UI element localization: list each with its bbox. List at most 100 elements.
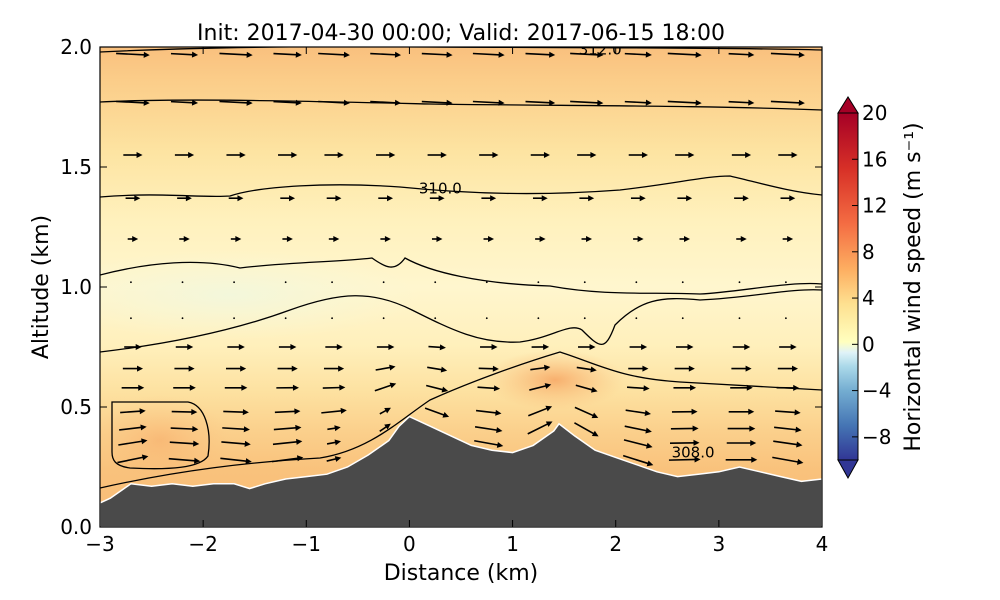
contour-labels: 312.0 310.0 308.0 <box>419 40 715 462</box>
colorbar-label: Horizontal wind speed (m s⁻¹) <box>901 122 926 451</box>
wind-arrow <box>277 365 298 372</box>
wind-arrow <box>225 365 247 372</box>
wind-arrow <box>274 408 301 415</box>
wind-arrow <box>130 281 132 284</box>
wind-arrow <box>124 344 142 350</box>
colorbar: −8 −4 0 4 8 12 16 20 Horizontal wind speed (m s… <box>837 96 926 480</box>
wind-arrow <box>480 344 498 350</box>
wind-arrow <box>681 317 684 320</box>
wind-arrow <box>583 317 586 320</box>
wind-arrow <box>730 384 753 391</box>
wind-arrow <box>421 51 453 58</box>
wind-arrow <box>785 317 787 320</box>
wind-arrow <box>119 424 147 431</box>
wind-arrow <box>170 99 199 106</box>
wind-arrow <box>776 384 800 391</box>
wind-arrow <box>171 409 198 416</box>
wind-arrow <box>181 317 184 320</box>
wind-arrow <box>674 365 695 372</box>
low-wind-region <box>100 250 420 340</box>
wind-arrow <box>379 423 391 432</box>
wind-arrow <box>318 51 350 58</box>
wind-arrow <box>226 152 246 158</box>
wind-arrow <box>117 454 149 464</box>
wind-arrow <box>474 439 504 448</box>
wind-arrow <box>485 281 488 284</box>
wind-arrow <box>168 457 201 464</box>
wind-arrow <box>273 51 302 58</box>
x-tick-label: −2 <box>188 532 217 556</box>
x-tick-label: 3 <box>712 532 725 556</box>
x-tick-label: 1 <box>506 532 519 556</box>
x-tick-label: 0 <box>403 532 416 556</box>
isentrope-line <box>100 175 822 198</box>
wind-arrow <box>428 344 446 351</box>
wind-arrow <box>271 455 304 463</box>
wind-arrow <box>282 236 293 242</box>
wind-arrow <box>378 195 394 202</box>
colorbar-tick-label: 20 <box>862 101 887 125</box>
wind-arrow <box>429 195 445 202</box>
wind-arrow <box>775 409 801 416</box>
wind-arrow <box>628 365 649 372</box>
wind-arrow <box>426 384 449 393</box>
wind-arrow <box>738 317 741 320</box>
wind-arrow <box>181 281 184 284</box>
isentrope-line <box>100 257 822 295</box>
wind-arrow <box>331 281 333 284</box>
wind-arrow <box>527 421 553 435</box>
wind-arrow <box>529 383 552 391</box>
wind-arrow <box>272 438 303 446</box>
isentrope-line <box>100 99 822 111</box>
wind-arrow <box>624 425 652 434</box>
wind-arrow <box>375 364 396 371</box>
wind-arrow <box>624 51 652 58</box>
wind-arrow <box>327 425 341 432</box>
wind-arrow <box>676 344 694 350</box>
isentrope-line <box>111 401 210 470</box>
wind-arrow <box>671 408 698 415</box>
wind-arrow <box>570 51 604 58</box>
contour-label: 308.0 <box>672 444 715 462</box>
y-tick-label: 0.0 <box>60 515 92 539</box>
wind-arrow <box>427 366 448 373</box>
wind-arrow <box>326 456 342 462</box>
contour-label: 312.0 <box>579 40 622 58</box>
wind-arrow <box>120 408 146 415</box>
wind-arrow <box>668 456 701 463</box>
wind-arrow <box>530 152 550 158</box>
wind-arrow <box>577 152 597 158</box>
wind-arrow <box>574 422 599 437</box>
wind-arrow <box>570 99 604 106</box>
wind-arrow <box>376 152 396 158</box>
wind-arrow <box>667 99 702 106</box>
wind-arrow <box>483 236 495 242</box>
wind-arrow <box>278 152 298 158</box>
wind-arrow <box>780 195 796 202</box>
wind-arrow <box>773 440 803 448</box>
wind-arrow <box>223 409 249 416</box>
wind-arrow <box>382 281 385 284</box>
wind-arrow <box>421 99 453 106</box>
wind-arrow <box>635 281 638 284</box>
wind-arrow <box>738 281 741 284</box>
wind-arrow <box>280 195 296 202</box>
x-tick-label: −1 <box>292 532 321 556</box>
wind-arrow <box>379 407 391 415</box>
wind-arrow <box>284 317 287 320</box>
colorbar-tick-label: −4 <box>862 379 891 403</box>
terrain <box>100 416 822 527</box>
wind-arrow <box>382 317 385 320</box>
y-axis-label: Altitude (km) <box>29 215 54 359</box>
colorbar-tick-label: −8 <box>862 425 891 449</box>
wind-arrow <box>224 384 248 391</box>
wind-arrow <box>537 317 540 320</box>
wind-arrow <box>528 405 553 417</box>
x-axis-label: Distance (km) <box>384 561 539 586</box>
wind-arrow <box>728 408 755 415</box>
wind-arrow <box>535 236 546 242</box>
wind-arrow <box>125 195 141 202</box>
wind-arrow <box>474 426 503 434</box>
wind-arrow <box>779 344 797 350</box>
wind-arrow <box>121 384 145 391</box>
